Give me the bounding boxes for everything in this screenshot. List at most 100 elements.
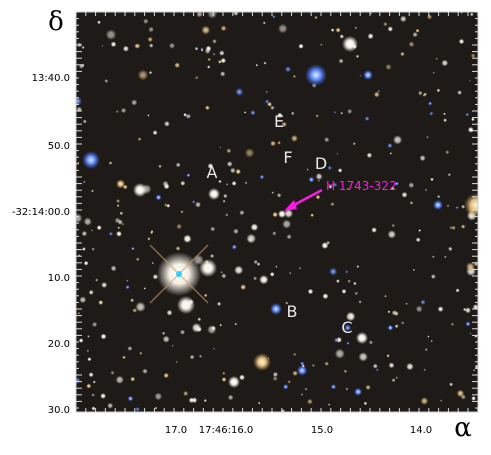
star	[183, 113, 187, 117]
star	[191, 200, 196, 204]
star	[239, 210, 245, 216]
star	[345, 387, 349, 391]
star	[220, 71, 226, 77]
star	[384, 294, 387, 298]
star	[235, 87, 244, 97]
star	[175, 360, 178, 364]
star	[191, 323, 202, 333]
x-tick-label: 14.0	[410, 425, 432, 436]
star	[114, 217, 121, 224]
star	[320, 43, 323, 46]
star	[430, 177, 434, 182]
star	[321, 242, 329, 249]
star	[315, 114, 319, 118]
star	[183, 390, 189, 397]
star	[82, 151, 100, 169]
star	[471, 396, 476, 401]
star	[176, 223, 183, 230]
star	[272, 15, 276, 19]
star	[110, 265, 117, 272]
x-tick-label: 15.0	[311, 425, 333, 436]
star	[244, 147, 255, 158]
star	[394, 324, 399, 329]
star	[352, 142, 356, 146]
star	[324, 137, 330, 143]
star	[115, 375, 124, 384]
star	[195, 201, 201, 208]
star	[151, 262, 154, 265]
star	[220, 271, 223, 274]
star	[430, 340, 433, 343]
star	[166, 203, 171, 208]
star	[330, 202, 335, 207]
star	[317, 179, 320, 182]
star	[212, 52, 216, 56]
star	[210, 226, 216, 232]
star	[116, 198, 121, 204]
star	[171, 344, 174, 347]
star	[88, 372, 94, 378]
star	[116, 179, 126, 189]
star	[212, 39, 217, 44]
star	[205, 105, 210, 111]
star	[271, 191, 274, 194]
star	[81, 46, 85, 49]
star	[250, 109, 256, 116]
star	[122, 355, 126, 360]
star	[131, 99, 138, 106]
star	[375, 368, 379, 372]
star	[225, 183, 229, 186]
star	[465, 112, 470, 117]
star	[332, 182, 338, 188]
star	[401, 191, 408, 198]
star	[82, 247, 86, 251]
star	[186, 173, 191, 178]
star	[264, 99, 270, 104]
star	[368, 340, 373, 345]
star	[205, 45, 212, 52]
star	[166, 309, 173, 316]
star	[366, 152, 373, 158]
star-label: E	[274, 112, 284, 131]
star	[473, 369, 476, 372]
star	[137, 69, 149, 81]
star	[358, 300, 362, 304]
star	[359, 74, 362, 77]
star	[382, 21, 388, 27]
star	[219, 324, 222, 327]
star	[175, 162, 181, 168]
star	[330, 28, 335, 32]
star	[307, 288, 314, 295]
star	[133, 183, 147, 197]
star	[401, 321, 405, 325]
star	[430, 274, 436, 279]
star	[436, 88, 441, 93]
star	[328, 403, 331, 406]
star	[387, 142, 393, 149]
star	[470, 53, 476, 59]
star	[363, 401, 368, 406]
star	[108, 231, 113, 236]
star	[95, 278, 99, 282]
star	[315, 173, 323, 180]
star	[334, 348, 345, 359]
star	[437, 195, 441, 199]
star	[448, 246, 453, 252]
star	[289, 271, 292, 275]
star	[445, 150, 450, 155]
star	[441, 59, 449, 67]
star	[408, 41, 415, 48]
star	[130, 298, 135, 303]
star	[387, 310, 391, 314]
star	[227, 394, 234, 401]
star	[292, 74, 296, 78]
star	[143, 287, 146, 290]
star	[175, 246, 181, 251]
star	[285, 301, 289, 305]
star	[345, 270, 349, 274]
star	[199, 259, 217, 277]
star	[390, 186, 395, 191]
star	[82, 180, 86, 184]
star	[424, 348, 428, 352]
star	[149, 43, 154, 48]
